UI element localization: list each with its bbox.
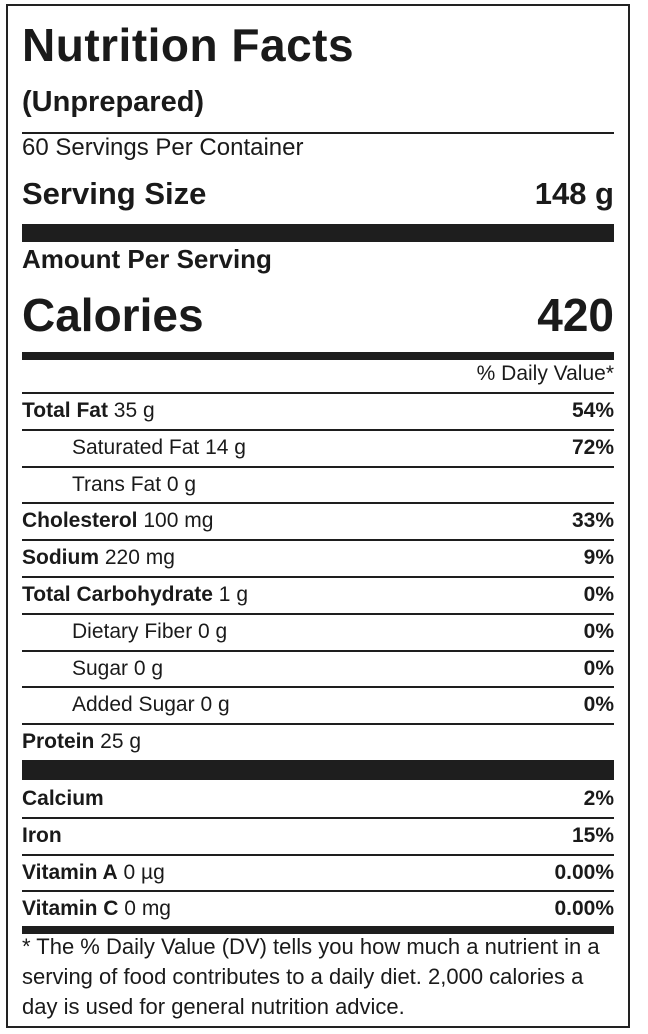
vitamin-amount: 0 µg (117, 861, 165, 884)
nutrient-name: Added Sugar (72, 693, 195, 716)
row-divider (22, 723, 614, 725)
nutrient-name: Cholesterol (22, 509, 138, 532)
nutrient-row: Sodium 220 mg 9% (22, 540, 614, 576)
vitamin-row: Vitamin C 0 mg 0.00% (22, 891, 614, 927)
vitamin-daily-value: 0.00% (554, 861, 614, 884)
nutrient-amount: 0 g (192, 620, 228, 643)
nutrient-row: Total Carbohydrate 1 g 0% (22, 577, 614, 613)
calories-value: 420 (537, 289, 614, 341)
nutrient-row: Saturated Fat 14 g 72% (22, 430, 614, 466)
row-divider (22, 817, 614, 819)
serving-size-label: Serving Size (22, 176, 207, 211)
nutrient-daily-value: 0% (583, 583, 614, 606)
divider-thick (22, 224, 614, 242)
label-title: Nutrition Facts (22, 19, 355, 71)
nutrient-name: Trans Fat (72, 473, 162, 496)
vitamin-daily-value: 15% (571, 824, 614, 847)
divider-medium (22, 352, 614, 360)
row-divider (22, 613, 614, 615)
servings-per-container: 60 Servings Per Container (22, 134, 304, 161)
nutrient-row: Cholesterol 100 mg 33% (22, 503, 614, 539)
label-content: Nutrition Facts (Unprepared) 60 Servings… (22, 6, 614, 1026)
row-divider (22, 392, 614, 394)
nutrient-daily-value: 33% (571, 509, 614, 532)
nutrient-row: Protein 25 g (22, 724, 614, 760)
nutrient-amount: 100 mg (137, 509, 214, 532)
nutrient-daily-value: 54% (571, 399, 614, 422)
nutrient-amount: 0 g (128, 657, 164, 680)
vitamin-name: Vitamin A (22, 861, 118, 884)
nutrient-row: Sugar 0 g 0% (22, 651, 614, 687)
nutrient-name: Saturated Fat (72, 436, 200, 459)
row-divider (22, 539, 614, 541)
nutrient-name: Total Carbohydrate (22, 583, 213, 606)
nutrient-daily-value: 0% (583, 657, 614, 680)
vitamin-daily-value: 0.00% (554, 897, 614, 920)
nutrient-amount: 35 g (107, 399, 155, 422)
nutrient-name: Sodium (22, 546, 99, 569)
nutrient-row: Total Fat 35 g 54% (22, 393, 614, 429)
nutrient-amount: 1 g (212, 583, 248, 606)
nutrient-row: Trans Fat 0 g (22, 467, 614, 503)
nutrient-name: Dietary Fiber (72, 620, 193, 643)
nutrient-amount: 220 mg (99, 546, 175, 569)
nutrient-row: Added Sugar 0 g 0% (22, 687, 614, 723)
daily-value-header: % Daily Value* (476, 362, 614, 385)
row-divider (22, 686, 614, 688)
vitamin-name: Calcium (22, 787, 104, 810)
vitamin-daily-value: 2% (583, 787, 614, 810)
nutrient-amount: 0 g (161, 473, 197, 496)
divider-thick (22, 760, 614, 780)
row-divider (22, 890, 614, 892)
nutrient-amount: 25 g (94, 730, 142, 753)
row-divider (22, 429, 614, 431)
nutrient-row: Dietary Fiber 0 g 0% (22, 614, 614, 650)
calories-label: Calories (22, 289, 204, 341)
row-divider (22, 502, 614, 504)
nutrition-label: Nutrition Facts (Unprepared) 60 Servings… (6, 4, 630, 1028)
row-divider (22, 650, 614, 652)
nutrient-daily-value: 72% (571, 436, 614, 459)
vitamin-row: Calcium 2% (22, 781, 614, 817)
nutrient-name: Sugar (72, 657, 129, 680)
row-divider (22, 466, 614, 468)
row-divider (22, 854, 614, 856)
divider-thin (22, 132, 614, 134)
amount-per-serving: Amount Per Serving (22, 244, 272, 274)
footnote: * The % Daily Value (DV) tells you how m… (22, 934, 600, 1019)
nutrient-amount: 14 g (199, 436, 246, 459)
nutrient-daily-value: 9% (583, 546, 614, 569)
vitamin-amount: 0 mg (118, 897, 171, 920)
label-subtitle: (Unprepared) (22, 86, 205, 118)
vitamin-row: Iron 15% (22, 818, 614, 854)
nutrient-amount: 0 g (194, 693, 230, 716)
vitamin-row: Vitamin A 0 µg 0.00% (22, 855, 614, 891)
vitamin-name: Iron (22, 824, 62, 847)
nutrient-name: Protein (22, 730, 95, 753)
nutrient-name: Total Fat (22, 399, 108, 422)
nutrient-daily-value: 0% (583, 693, 614, 716)
row-divider (22, 576, 614, 578)
divider-medium (22, 926, 614, 934)
vitamin-name: Vitamin C (22, 897, 119, 920)
nutrient-daily-value: 0% (583, 620, 614, 643)
serving-size-value: 148 g (534, 176, 614, 211)
